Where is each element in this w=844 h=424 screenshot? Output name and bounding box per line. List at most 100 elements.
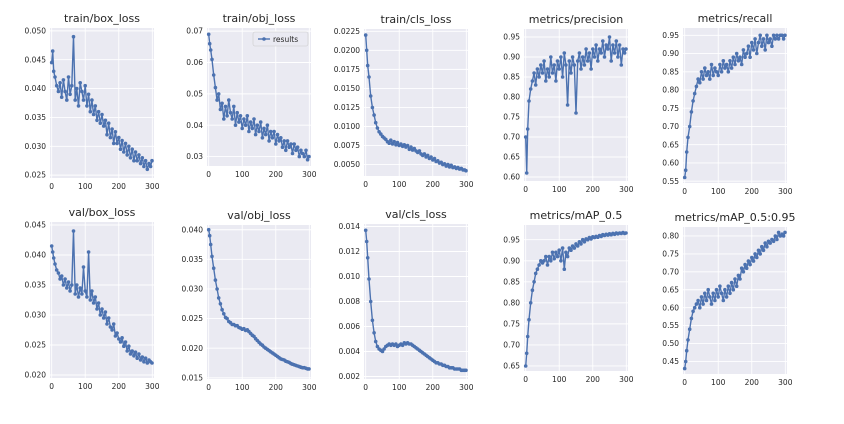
data-point: [622, 51, 627, 55]
data-point: [145, 361, 150, 365]
data-point: [368, 299, 373, 304]
data-point: [591, 47, 595, 51]
data-point: [218, 302, 223, 306]
data-point: [533, 271, 538, 276]
x-tick-label: 0: [49, 182, 54, 191]
data-point: [216, 296, 221, 300]
legend-box: [252, 31, 309, 47]
data-point: [783, 33, 787, 38]
subplot-val-obj-loss: 0 100 200 300 0.015 0.020 0.025 0.030 0.035 0.040…: [182, 209, 317, 392]
y-tick-label: 0.90: [503, 53, 520, 62]
data-point: [258, 120, 263, 124]
data-point: [691, 309, 695, 314]
data-point: [128, 156, 133, 160]
data-point: [696, 298, 700, 303]
data-point: [706, 287, 710, 292]
x-tick-label: 100: [711, 187, 726, 196]
data-point: [545, 263, 550, 267]
data-point: [592, 55, 597, 59]
data-point: [724, 295, 729, 299]
data-point: [532, 71, 536, 75]
data-point: [108, 325, 113, 329]
x-tick-label: 300: [459, 180, 474, 189]
data-point: [575, 244, 580, 248]
data-point: [262, 126, 266, 131]
data-point: [128, 352, 133, 356]
data-point: [525, 127, 530, 131]
data-point: [560, 75, 565, 79]
data-point: [621, 47, 625, 51]
data-point: [138, 358, 143, 362]
data-point: [731, 55, 736, 59]
data-point: [95, 307, 99, 311]
data-point: [106, 316, 111, 320]
data-point: [535, 267, 540, 272]
y-tick-label: 0.035: [25, 113, 47, 122]
y-tick-label: 0.0075: [334, 141, 360, 150]
data-point: [108, 135, 113, 140]
y-tick-label: 0.80: [503, 298, 520, 307]
data-point: [724, 62, 729, 67]
data-point: [694, 84, 699, 89]
data-point: [743, 262, 747, 267]
y-tick-label: 0.60: [662, 159, 679, 168]
data-point: [257, 129, 261, 134]
subplot-title: metrics/precision: [529, 13, 624, 26]
data-point: [147, 161, 151, 166]
data-point: [364, 239, 369, 244]
data-point: [73, 98, 77, 102]
data-point: [550, 71, 555, 75]
data-point: [432, 156, 437, 161]
data-point: [63, 277, 67, 281]
x-tick-label: 300: [778, 187, 793, 196]
y-tick-label: 0.0100: [334, 122, 360, 131]
y-tick-label: 0.04: [186, 121, 203, 130]
data-point: [274, 142, 278, 146]
data-point: [225, 316, 229, 321]
data-point: [65, 286, 69, 290]
data-point: [127, 344, 131, 349]
data-point: [299, 148, 303, 153]
y-tick-label: 0.90: [662, 49, 679, 58]
data-point: [770, 44, 774, 48]
data-point: [760, 244, 764, 249]
data-point: [61, 78, 66, 82]
data-point: [227, 98, 231, 102]
data-point: [684, 348, 689, 353]
data-point: [734, 284, 739, 289]
data-point: [225, 114, 229, 118]
data-point: [63, 89, 67, 94]
data-point: [775, 237, 779, 242]
data-point: [148, 164, 153, 169]
data-point: [123, 141, 128, 146]
data-point: [372, 331, 376, 335]
data-point: [409, 145, 413, 149]
data-point: [565, 103, 570, 107]
data-point: [555, 254, 560, 259]
y-tick-label: 0.025: [182, 314, 204, 323]
data-point: [756, 248, 761, 253]
data-point: [300, 151, 305, 156]
data-point: [425, 153, 430, 158]
data-point: [567, 59, 572, 63]
x-tick-label: 0: [363, 383, 368, 392]
data-point: [530, 288, 535, 293]
data-point: [751, 259, 756, 263]
data-point: [233, 123, 238, 127]
data-point: [564, 63, 568, 67]
data-point: [294, 148, 298, 153]
data-point: [122, 344, 126, 349]
x-tick-label: 300: [619, 375, 634, 384]
subplot-metrics-precision: 0 100 200 300 0.60 0.65 0.70 0.75 0.80 0.85 0.90 0.…: [503, 13, 633, 194]
data-point: [524, 171, 529, 175]
data-point: [768, 241, 772, 245]
data-point: [547, 254, 551, 259]
data-point: [577, 51, 582, 55]
data-point: [739, 266, 744, 271]
data-point: [54, 268, 59, 272]
y-tick-label: 0.012: [339, 247, 361, 256]
data-point: [83, 289, 87, 293]
y-tick-label: 0.0050: [334, 160, 360, 169]
y-tick-label: 0.55: [662, 177, 679, 186]
data-point: [699, 295, 704, 299]
